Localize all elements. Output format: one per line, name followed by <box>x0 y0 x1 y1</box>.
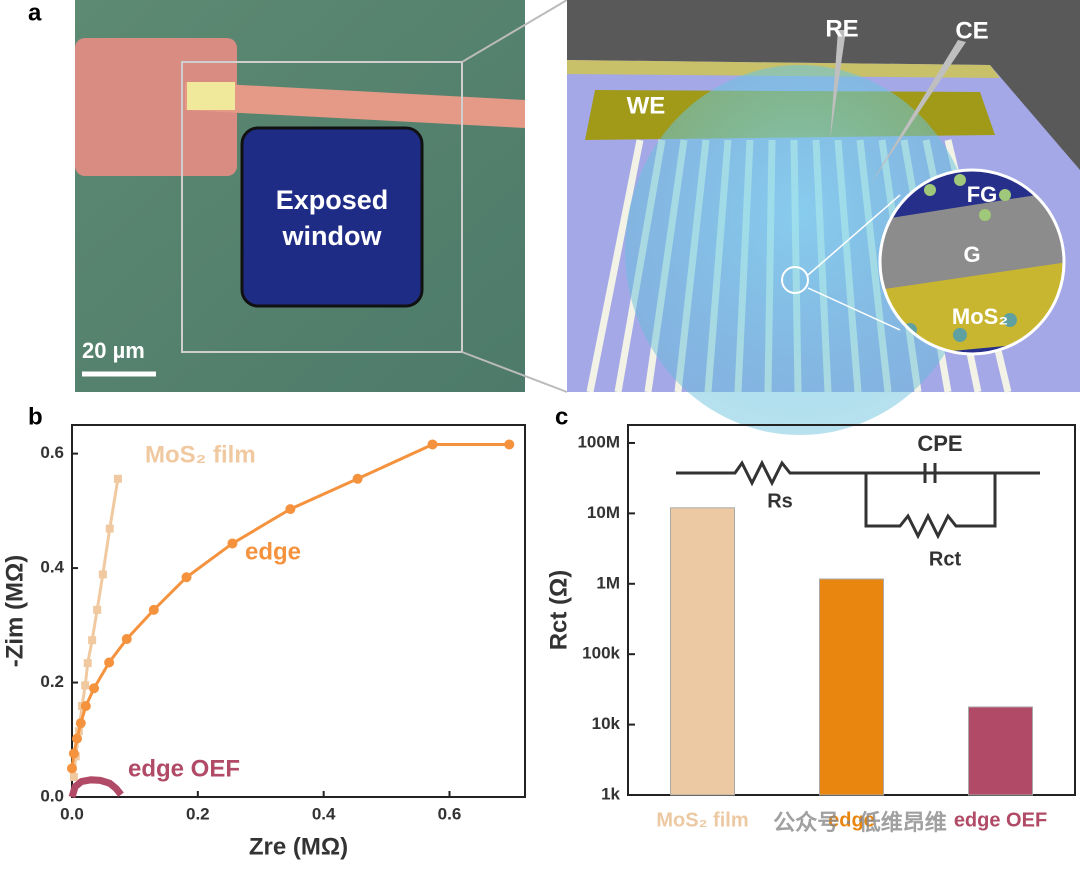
point <box>68 748 79 759</box>
point <box>69 772 78 781</box>
circuit-label: Rs <box>767 490 793 512</box>
circuit <box>676 459 1040 540</box>
point <box>121 634 132 645</box>
circuit-label: Rct <box>929 548 962 570</box>
series-label: edge <box>245 538 301 565</box>
window-label: window <box>282 221 383 251</box>
schematic <box>567 0 1080 435</box>
point <box>81 681 90 690</box>
zoom-line <box>461 351 568 393</box>
y-tick-label: 1k <box>601 784 620 803</box>
x-axis-label: Zre (MΩ) <box>249 833 348 860</box>
point <box>113 474 122 483</box>
window-label: Exposed <box>276 185 389 215</box>
series-label: MoS₂ film <box>145 441 256 468</box>
y-tick-label: 1M <box>596 573 620 592</box>
layer-label: FG <box>967 182 998 207</box>
panel-label: a <box>28 0 42 26</box>
y-axis-label: -Zim (MΩ) <box>1 555 28 668</box>
point <box>72 733 83 744</box>
point <box>88 636 97 645</box>
y-axis-label: Rct (Ω) <box>545 570 572 651</box>
panel-label: c <box>555 403 568 430</box>
layer-label: MoS₂ <box>952 304 1008 329</box>
bar <box>819 578 884 796</box>
electrode-label: CE <box>955 17 988 44</box>
zoom-line <box>461 0 568 63</box>
panel-label: b <box>28 403 43 430</box>
y-tick-label: 0.0 <box>40 786 64 805</box>
point <box>105 524 114 533</box>
series-line <box>70 442 510 769</box>
point <box>93 605 102 614</box>
watermark: 公众号 · 低维昂维 <box>773 810 947 835</box>
point <box>148 604 159 615</box>
point <box>352 473 363 484</box>
point <box>285 504 296 515</box>
point <box>427 439 438 450</box>
bar <box>968 706 1033 796</box>
point <box>89 683 100 694</box>
y-tick-label: 0.4 <box>40 558 64 577</box>
x-tick-label: edge OEF <box>954 809 1047 831</box>
series-line <box>68 776 124 799</box>
x-tick-label: 0.0 <box>60 804 84 823</box>
series-label: edge OEF <box>128 755 240 782</box>
point <box>80 701 91 712</box>
x-tick-label: edge <box>828 809 875 831</box>
point <box>67 763 77 774</box>
y-tick-label: 100M <box>577 432 620 451</box>
electrode-label: WE <box>627 92 666 119</box>
point <box>104 657 115 668</box>
x-tick-label: 0.6 <box>438 804 462 823</box>
y-tick-label: 0.6 <box>40 443 64 462</box>
y-tick-label: 10M <box>587 503 620 522</box>
circuit-label: CPE <box>917 431 962 456</box>
point <box>504 439 515 450</box>
micrograph <box>75 0 525 392</box>
y-tick-label: 0.2 <box>40 672 64 691</box>
scale-bar-label: 20 µm <box>82 338 145 363</box>
bar <box>670 507 735 796</box>
point <box>75 718 86 729</box>
point <box>83 659 92 668</box>
x-tick-label: MoS₂ film <box>656 809 748 831</box>
x-tick-label: 0.4 <box>312 804 336 823</box>
plot-frame <box>71 424 526 798</box>
electrode-label: RE <box>825 15 858 42</box>
layer-label: G <box>963 242 980 267</box>
x-tick-label: 0.2 <box>186 804 210 823</box>
y-tick-label: 100k <box>582 644 620 663</box>
point <box>227 538 238 549</box>
point <box>98 570 107 579</box>
y-tick-label: 10k <box>592 714 621 733</box>
point <box>181 572 192 583</box>
